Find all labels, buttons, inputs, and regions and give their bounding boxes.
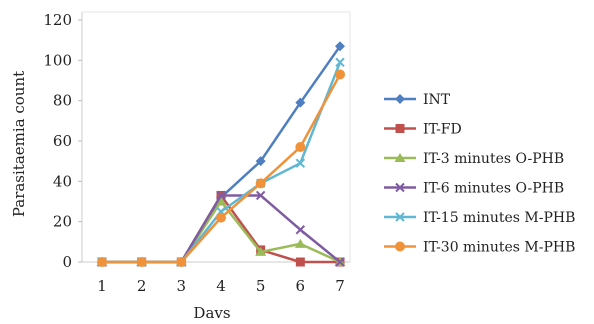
series-it-3-minutes-o-phb (96, 196, 346, 266)
y-tick-label: 80 (53, 92, 72, 110)
data-point (255, 246, 267, 256)
x-tick-label: 4 (216, 277, 226, 295)
data-point (176, 257, 187, 267)
y-axis-label: Parasitaemia count (10, 71, 28, 217)
data-point (216, 190, 226, 201)
series-int (97, 41, 345, 267)
data-point (295, 97, 306, 108)
legend-item: INT (384, 92, 451, 108)
legend-marker (395, 182, 405, 193)
legend-label: IT-15 minutes M-PHB (423, 210, 575, 226)
legend-label: IT-6 minutes O-PHB (423, 181, 564, 197)
data-point (295, 158, 306, 168)
legend-item: IT-3 minutes O-PHB (384, 151, 564, 167)
legend-item: IT-15 minutes M-PHB (384, 210, 575, 226)
data-point (255, 156, 266, 167)
data-point (335, 57, 345, 68)
data-point (335, 257, 345, 267)
y-tick-label: 20 (53, 213, 72, 231)
legend: INT IT-FD IT-3 minutes O-PHB IT-6 minutes O… (384, 92, 575, 256)
x-tick-label: 7 (335, 277, 345, 295)
legend-marker (395, 241, 405, 252)
series-layer (96, 41, 346, 267)
y-tick-label: 120 (43, 11, 72, 29)
data-point (295, 225, 306, 235)
x-tick-label: 6 (296, 277, 306, 295)
data-point (216, 212, 226, 223)
data-point (295, 257, 305, 267)
y-tick-label: 100 (43, 51, 72, 69)
legend-item: IT-FD (384, 122, 462, 138)
legend-label: IT-FD (423, 122, 462, 138)
y-axis-ticks: 0 20 40 60 80 100 120 (43, 11, 82, 271)
data-point (294, 238, 306, 248)
x-tick-label: 1 (97, 277, 107, 295)
data-point (215, 196, 227, 206)
data-point (255, 190, 266, 201)
series-it-30-minutes-m-phb (97, 69, 345, 267)
legend-marker (395, 124, 405, 133)
y-tick-label: 0 (62, 253, 72, 271)
data-point (295, 142, 306, 153)
x-tick-label: 5 (256, 277, 266, 295)
legend-item: IT-6 minutes O-PHB (384, 181, 564, 197)
legend-label: INT (423, 92, 451, 108)
data-point (255, 178, 266, 189)
data-point (136, 257, 147, 267)
legend-marker (394, 153, 406, 162)
legend-item: IT-30 minutes M-PHB (384, 240, 575, 256)
data-point (335, 69, 345, 80)
legend-marker (395, 94, 405, 104)
legend-label: IT-3 minutes O-PHB (423, 151, 564, 167)
x-tick-label: 3 (177, 277, 187, 295)
data-point (97, 257, 107, 267)
x-axis-ticks: 1 2 3 4 5 6 7 (97, 277, 345, 295)
y-tick-label: 60 (53, 132, 72, 150)
y-tick-label: 40 (53, 172, 72, 190)
legend-marker (395, 212, 405, 222)
legend-label: IT-30 minutes M-PHB (423, 240, 575, 256)
data-point (335, 41, 345, 52)
x-axis-label: Davs (193, 304, 230, 322)
x-tick-label: 2 (137, 277, 147, 295)
